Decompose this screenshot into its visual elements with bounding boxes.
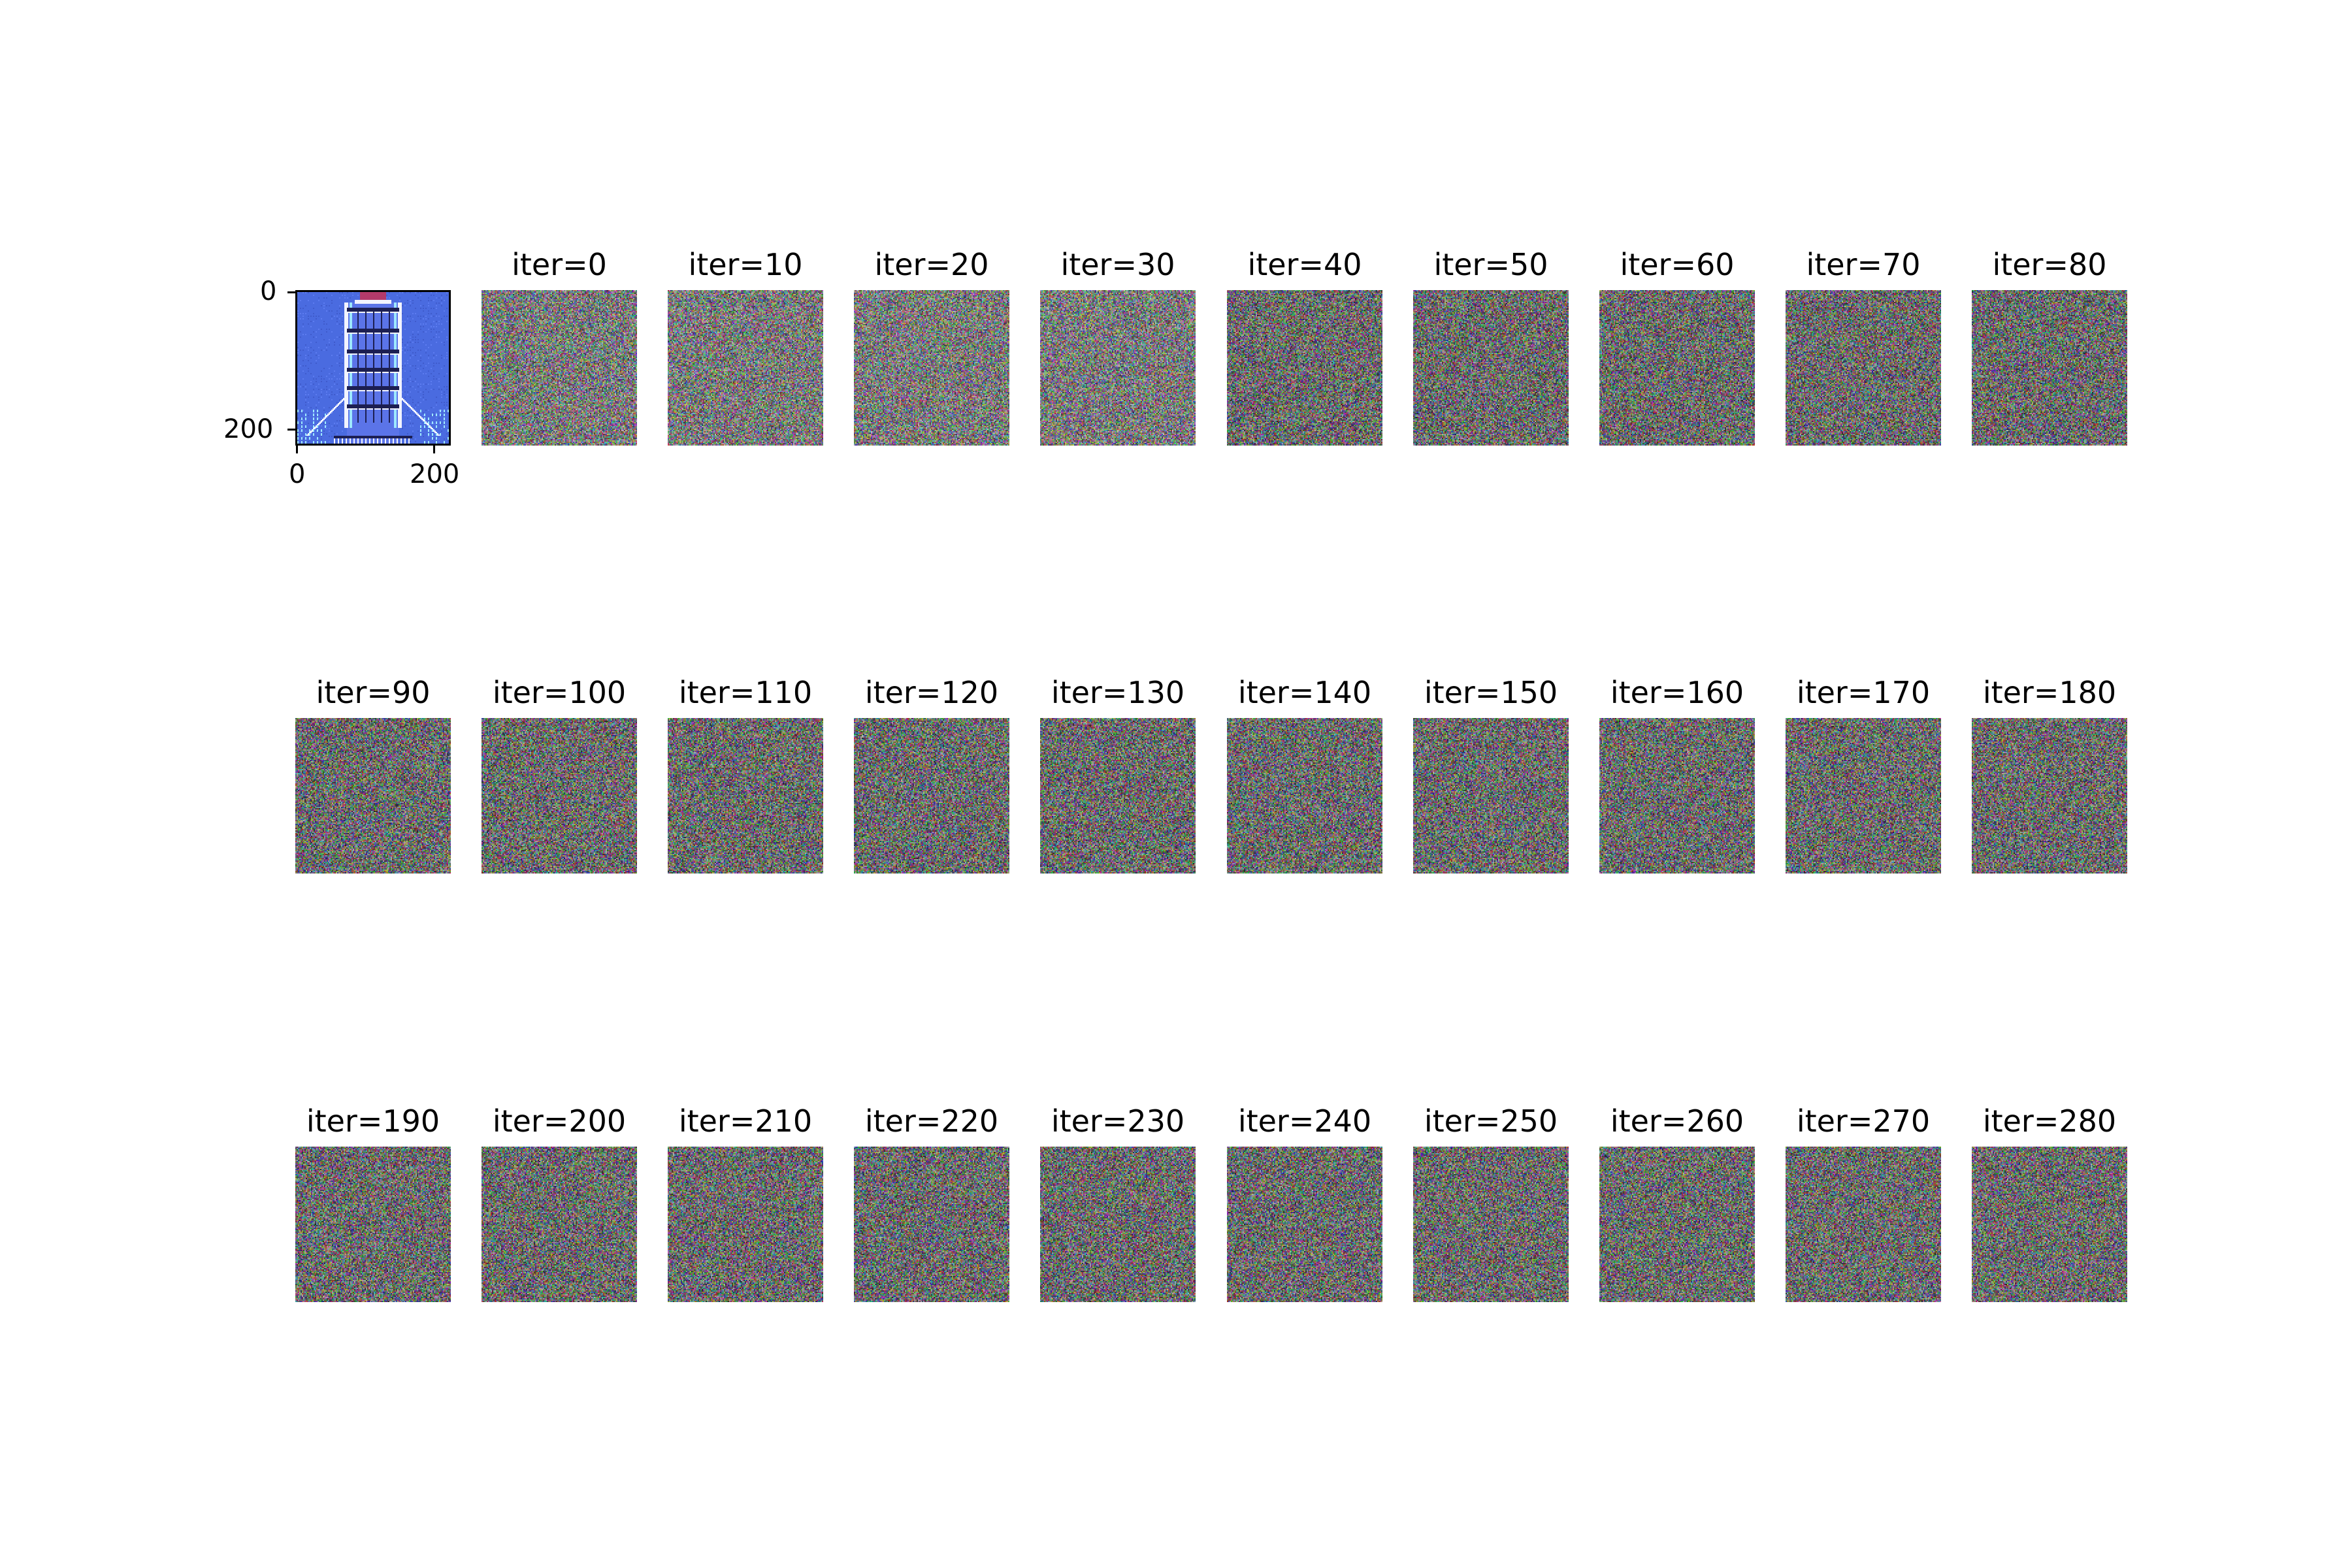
- noise-image: [668, 718, 823, 874]
- x-tick-label: 0: [289, 459, 306, 489]
- noise-image: [1413, 718, 1569, 874]
- noise-image: [854, 1147, 1009, 1302]
- tile-title: iter=90: [316, 675, 431, 710]
- tile-title: iter=70: [1806, 247, 1921, 282]
- tile-title: iter=10: [688, 247, 803, 282]
- noise-image: [1227, 718, 1382, 874]
- noise-image: [1413, 290, 1569, 446]
- noise-image: [295, 718, 451, 874]
- noise-image: [1413, 1147, 1569, 1302]
- noise-image: [1227, 290, 1382, 446]
- tile-title: iter=30: [1060, 247, 1175, 282]
- noise-image: [482, 1147, 637, 1302]
- tile-title: iter=180: [1982, 675, 2117, 710]
- tile-title: iter=40: [1247, 247, 1362, 282]
- noise-image: [1786, 290, 1941, 446]
- noise-image: [1227, 1147, 1382, 1302]
- noise-image: [482, 290, 637, 446]
- noise-image: [1972, 718, 2127, 874]
- tile-title: iter=250: [1424, 1103, 1558, 1139]
- noise-image: [1040, 290, 1196, 446]
- tile-title: iter=150: [1424, 675, 1558, 710]
- y-tick: [287, 429, 295, 431]
- noise-image: [295, 1147, 451, 1302]
- noise-image: [1972, 290, 2127, 446]
- lighthouse-image: [297, 292, 449, 444]
- noise-image: [668, 1147, 823, 1302]
- tile-title: iter=100: [492, 675, 627, 710]
- y-tick-label: 0: [260, 276, 277, 306]
- noise-image: [1040, 718, 1196, 874]
- tile-title: iter=240: [1237, 1103, 1372, 1139]
- noise-image: [1972, 1147, 2127, 1302]
- tile-title: iter=0: [512, 247, 607, 282]
- noise-image: [1786, 718, 1941, 874]
- noise-image: [1786, 1147, 1941, 1302]
- tile-title: iter=170: [1796, 675, 1931, 710]
- tile-title: iter=160: [1610, 675, 1744, 710]
- tile-title: iter=230: [1051, 1103, 1185, 1139]
- noise-image: [668, 290, 823, 446]
- noise-image: [482, 718, 637, 874]
- x-tick-label: 200: [410, 459, 460, 489]
- noise-image: [1040, 1147, 1196, 1302]
- noise-image: [1599, 1147, 1755, 1302]
- noise-image: [1599, 290, 1755, 446]
- y-tick-label: 200: [223, 414, 274, 444]
- reference-image-frame: [295, 290, 451, 446]
- noise-image: [854, 290, 1009, 446]
- tile-title: iter=210: [678, 1103, 813, 1139]
- tile-title: iter=140: [1237, 675, 1372, 710]
- tile-title: iter=190: [306, 1103, 440, 1139]
- tile-title: iter=80: [1992, 247, 2107, 282]
- x-tick: [433, 446, 435, 453]
- tile-title: iter=220: [864, 1103, 999, 1139]
- tile-title: iter=280: [1982, 1103, 2117, 1139]
- noise-image: [854, 718, 1009, 874]
- tile-title: iter=200: [492, 1103, 627, 1139]
- noise-image: [1599, 718, 1755, 874]
- x-tick: [296, 446, 298, 453]
- tile-title: iter=270: [1796, 1103, 1931, 1139]
- tile-title: iter=120: [864, 675, 999, 710]
- y-tick: [287, 291, 295, 293]
- tile-title: iter=60: [1620, 247, 1735, 282]
- tile-title: iter=260: [1610, 1103, 1744, 1139]
- tile-title: iter=130: [1051, 675, 1185, 710]
- tile-title: iter=20: [874, 247, 989, 282]
- tile-title: iter=50: [1433, 247, 1548, 282]
- tile-title: iter=110: [678, 675, 813, 710]
